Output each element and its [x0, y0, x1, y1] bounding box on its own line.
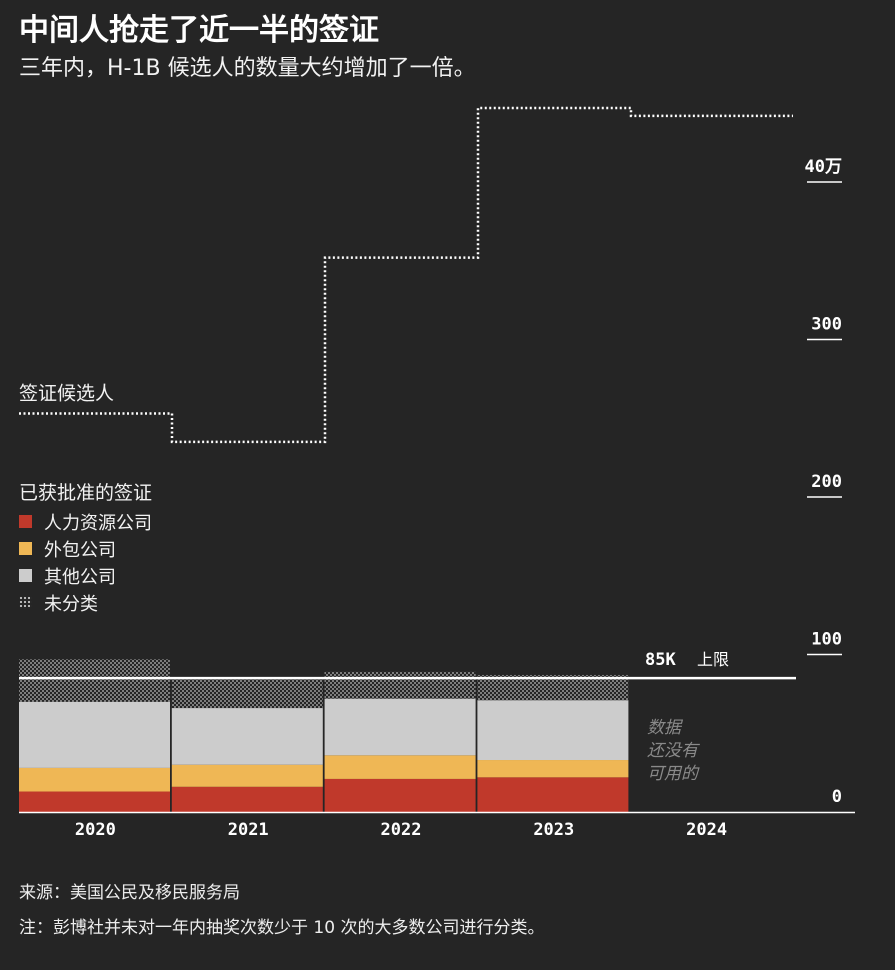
y-tick-label-0: 0: [832, 787, 842, 807]
bar-other-2020: [19, 701, 170, 768]
bar-outsourcing-2023: [477, 760, 629, 778]
bar-outsourcing-2022: [324, 755, 476, 779]
x-tick-label-2020: 2020: [75, 820, 116, 840]
legend-item-outsourcing: 外包公司: [19, 535, 152, 562]
no-data-note-line-2: 还没有: [647, 741, 700, 761]
no-data-note-line-3: 可用的: [647, 764, 700, 784]
bar-other-2021: [171, 708, 323, 765]
bar-hr-2023: [477, 777, 629, 812]
legend-item-unclassified: 未分类: [19, 589, 152, 616]
chart-subtitle: 三年内，H-1B 候选人的数量大约增加了一倍。: [19, 56, 476, 81]
cap-value-label: 85K: [645, 650, 676, 670]
bar-other-2023: [477, 700, 629, 761]
candidates-series-label: 签证候选人: [19, 383, 114, 405]
legend-item-hr: 人力资源公司: [19, 508, 152, 535]
x-tick-label-2022: 2022: [381, 820, 422, 840]
chart-canvas: 85K 上限 2020 2021 2022 2023 2024 0 100 200 300 40万签证…: [19, 106, 855, 840]
bar-hr-2020: [19, 791, 170, 812]
y-tick-label-200: 200: [811, 472, 842, 492]
swatch-hr: [19, 515, 32, 528]
bar-unclassified-2020: [19, 659, 170, 702]
chart-title: 中间人抢走了近一半的签证: [19, 13, 379, 48]
bar-outsourcing-2021: [171, 764, 323, 787]
cap-text-label: 上限: [697, 650, 729, 669]
legend-label-unclassified: 未分类: [44, 593, 98, 615]
swatch-unclassified: [19, 596, 32, 609]
y-tick-label-100: 100: [811, 630, 842, 650]
bar-unclassified-2022: [324, 671, 476, 699]
legend-label-other: 其他公司: [44, 566, 116, 588]
legend-label-outsourcing: 外包公司: [44, 539, 116, 561]
bar-hr-2022: [324, 778, 476, 812]
footnote: 注：彭博社并未对一年内抽奖次数少于 10 次的大多数公司进行分类。: [19, 918, 545, 938]
x-tick-label-2023: 2023: [533, 820, 574, 840]
candidates-step-line: [19, 106, 793, 444]
y-tick-label-400: 40万: [805, 157, 842, 177]
bar-outsourcing-2020: [19, 767, 170, 792]
x-tick-label-2024: 2024: [686, 820, 727, 840]
bar-other-2022: [324, 698, 476, 756]
swatch-other: [19, 569, 32, 582]
swatch-outsourcing: [19, 542, 32, 555]
x-tick-label-2021: 2021: [228, 820, 269, 840]
legend-label-hr: 人力资源公司: [44, 512, 152, 534]
legend: 已获批准的签证 人力资源公司 外包公司 其他公司 未分类: [19, 478, 152, 616]
legend-item-other: 其他公司: [19, 562, 152, 589]
legend-title: 已获批准的签证: [19, 482, 153, 504]
bar-hr-2021: [171, 786, 323, 812]
source-note: 来源：美国公民及移民服务局: [19, 883, 240, 903]
y-tick-label-300: 300: [811, 315, 842, 335]
bar-unclassified-2021: [171, 679, 323, 709]
no-data-note-line-1: 数据: [647, 718, 684, 738]
